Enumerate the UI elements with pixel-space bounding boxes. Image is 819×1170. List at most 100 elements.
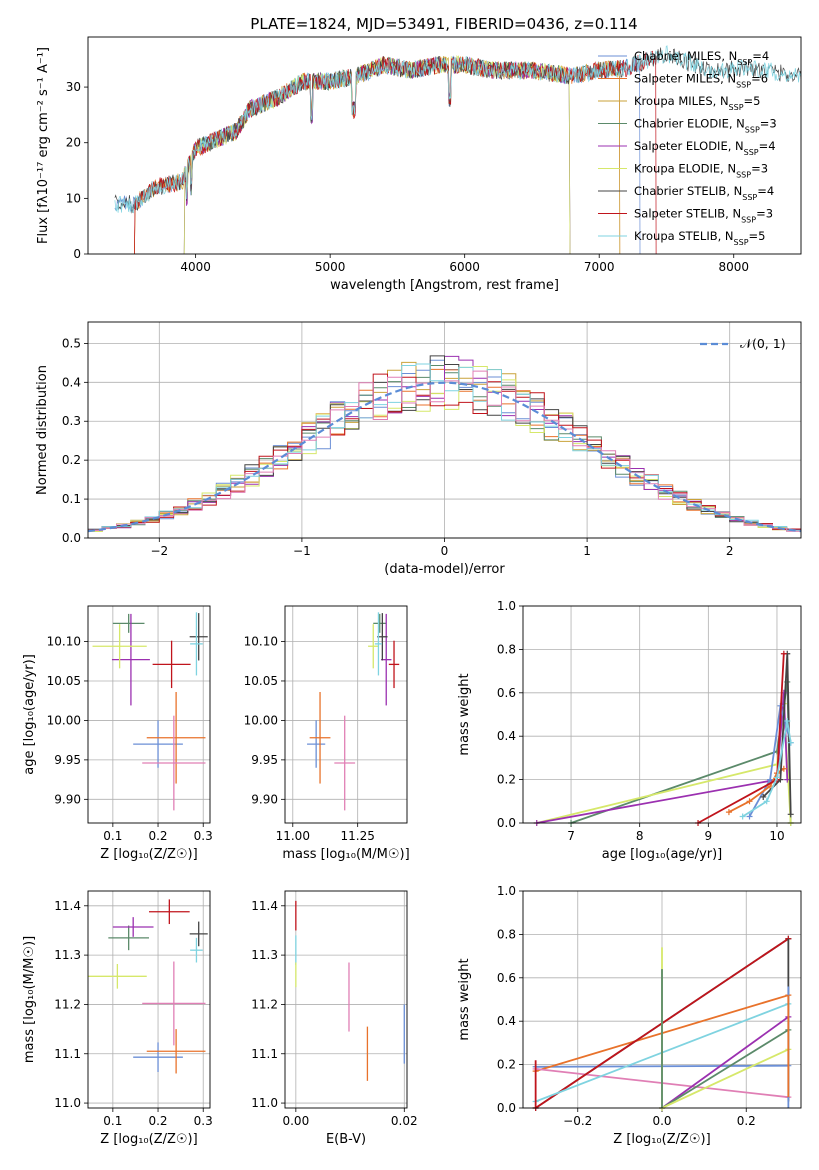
weight-marker-chabrier_miles: [746, 813, 753, 820]
legend-value: =4: [759, 139, 776, 153]
y-tick-label: 0.1: [62, 492, 81, 506]
axes-frame: [87, 321, 802, 539]
y-tick-label: 0.0: [62, 531, 81, 545]
legend-value: =3: [751, 162, 768, 176]
y-tick-label: 0.4: [497, 1014, 516, 1028]
histogram-pink: [88, 370, 801, 532]
legend-entry: Chabrier MILES, NSSP=4: [634, 49, 769, 67]
legend-value: =6: [751, 72, 768, 86]
subscript: SSP: [734, 238, 749, 247]
weight-marker-kroupa_stelib: [784, 718, 791, 725]
x-tick-label: 8: [636, 829, 644, 843]
weight-marker-kroupa_stelib: [773, 774, 780, 781]
legend-entry: Salpeter ELODIE, NSSP=4: [634, 139, 776, 157]
weight-line-kroupa_elodie: [661, 1048, 789, 1109]
axes-frame: [284, 605, 408, 824]
weight-marker-kroupa_stelib: [763, 798, 770, 805]
y-tick-label: 0.5: [62, 336, 81, 350]
y-tick-label: 0.2: [497, 1058, 516, 1072]
histogram-salpeter_elodie: [88, 355, 801, 532]
weight-marker-salpeter_stelib: [780, 650, 787, 657]
z_mass-panel: 0.1 0.2 0.3 11.0 11.1 11.2 11.3 11.4 Z [log₁₀(Z/…: [22, 890, 213, 1147]
ebv_mass-panel: 0.00 0.02 11.0 11.1 11.2 11.3 11.4 E(B-V): [251, 890, 418, 1147]
y-tick-label: 11.1: [54, 1047, 81, 1061]
spectrum-panel: 4000 5000 6000 7000 8000 0 10 20 30 wavelength [A…: [36, 36, 802, 293]
spectrum-line-salpeter_elodie: [183, 56, 571, 254]
y-tick-label: 9.90: [251, 792, 278, 806]
y-tick-label: 11.2: [251, 997, 278, 1011]
y-tick-label: 11.4: [54, 899, 81, 913]
x-tick-label: 0.3: [194, 829, 213, 843]
subscript: SSP: [745, 125, 760, 134]
y-tick-label: 11.0: [54, 1096, 81, 1110]
legend-value: =5: [749, 229, 766, 243]
x-tick-label: 7000: [584, 260, 615, 274]
subscript: SSP: [741, 215, 756, 224]
y-tick-label: 1.0: [497, 884, 516, 898]
subscript: SSP: [736, 170, 751, 179]
x-tick-label: 0.00: [282, 1114, 309, 1128]
x-tick-label: 11.25: [341, 829, 375, 843]
z_weight-panel: −0.2 0.0 0.2 0.0 0.2 0.4 0.6 0.8 1.0 Z [log₁₀(Z/Z…: [457, 884, 802, 1147]
y-tick-label: 10: [66, 191, 81, 205]
y-tick-label: 11.4: [251, 899, 278, 913]
subscript: SSP: [742, 193, 757, 202]
x-tick-label: 0.2: [148, 1114, 167, 1128]
x-axis-label: age [log₁₀(age/yr)]: [602, 847, 723, 862]
legend-entry: Chabrier STELIB, NSSP=4: [634, 184, 774, 202]
ebv_mass-plot-area: [295, 900, 405, 1081]
subscript: SSP: [737, 58, 752, 67]
weight-marker-salpeter_miles: [746, 798, 753, 805]
z_mass-plot-area: [88, 899, 208, 1074]
x-tick-label: 0: [441, 544, 449, 558]
weight-marker-chabrier_stelib: [787, 811, 794, 818]
y-tick-label: 1.0: [497, 599, 516, 613]
y-tick-label: 10.05: [244, 674, 278, 688]
x-axis-label: Z [log₁₀(Z/Z☉)]: [100, 1132, 197, 1147]
x-axis-label: wavelength [Angstrom, rest frame]: [330, 278, 559, 293]
y-tick-label: 10.10: [244, 635, 278, 649]
x-tick-label: 10: [769, 829, 784, 843]
residuals-plot-area: [87, 355, 802, 533]
weight-marker-chabrier_stelib: [760, 793, 767, 800]
y-tick-label: 11.2: [54, 997, 81, 1011]
x-tick-label: 6000: [449, 260, 480, 274]
x-tick-label: 1: [583, 544, 591, 558]
legend-value: =3: [760, 117, 777, 131]
legend: Chabrier MILES, NSSP=4 Salpeter MILES, NS…: [598, 49, 777, 247]
x-axis-label: Z [log₁₀(Z/Z☉)]: [100, 847, 197, 862]
legend-entry: Salpeter STELIB, NSSP=3: [634, 207, 773, 225]
x-tick-label: 4000: [180, 260, 211, 274]
subscript: SSP: [736, 80, 751, 89]
axes-frame: [87, 890, 211, 1109]
age_weight-plot-area: [533, 650, 794, 826]
weight-line-salpeter_elodie: [536, 692, 789, 824]
y-axis-label: Flux [fλ10⁻¹⁷ erg cm⁻² s⁻¹ A⁻¹]: [36, 47, 51, 244]
z_weight-plot-area: [532, 935, 792, 1111]
x-tick-label: 0.2: [737, 1114, 756, 1128]
x-tick-label: 0.1: [103, 829, 122, 843]
y-tick-label: 0.2: [62, 453, 81, 467]
y-tick-label: 11.3: [54, 948, 81, 962]
y-axis-label: age [log₁₀(age/yr)]: [22, 654, 37, 775]
y-tick-label: 0.0: [497, 1101, 516, 1115]
subscript: SSP: [729, 103, 744, 112]
axes-frame: [284, 890, 408, 1109]
spectrum-line-salpeter_miles: [134, 56, 621, 254]
x-tick-label: 0.2: [148, 829, 167, 843]
y-tick-label: 0.4: [497, 729, 516, 743]
y-tick-label: 11.1: [251, 1047, 278, 1061]
axes-frame: [87, 36, 802, 255]
legend-entry: Kroupa MILES, NSSP=5: [634, 94, 760, 112]
age_weight-panel: 7 8 9 10 0.0 0.2 0.4 0.6 0.8 1.0 age [log₁₀(age/yr…: [457, 599, 802, 862]
legend-value: =5: [744, 94, 761, 108]
x-tick-label: 0.3: [194, 1114, 213, 1128]
y-tick-label: 0.2: [497, 773, 516, 787]
y-tick-label: 9.95: [251, 753, 278, 767]
weight-marker-kroupa_stelib: [739, 813, 746, 820]
x-tick-label: −0.2: [563, 1114, 592, 1128]
residuals-panel: −2 −1 0 1 2 0.0 0.1 0.2 0.3 0.4 0.5 (data-model)/er…: [35, 321, 802, 577]
y-tick-label: 11.3: [251, 948, 278, 962]
spectrum-line-kroupa_elodie: [183, 54, 571, 254]
legend-value: =3: [756, 207, 773, 221]
